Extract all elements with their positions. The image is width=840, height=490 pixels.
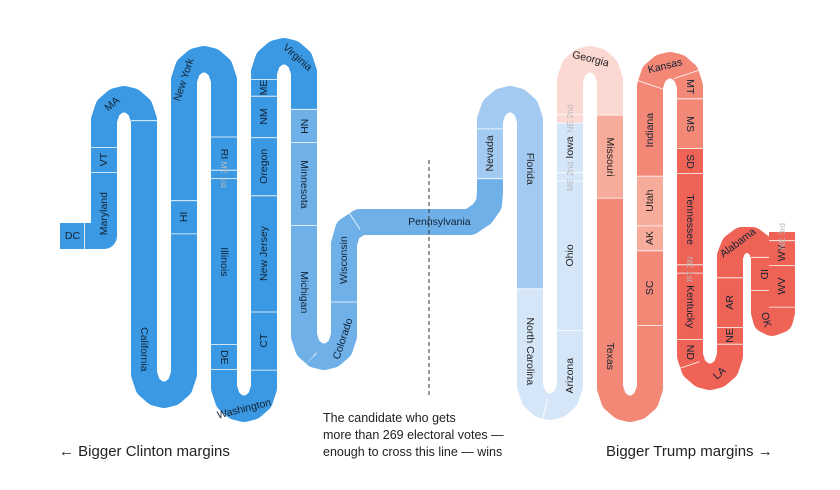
segment-michigan <box>291 225 325 365</box>
segment-pennsylvania <box>347 178 503 235</box>
threshold-note-line-3: enough to cross this line — wins <box>323 445 503 459</box>
label-north-carolina: North Carolina <box>524 318 536 386</box>
label-california: California <box>138 327 150 372</box>
segment-arizona <box>537 330 583 420</box>
segment-washington <box>211 369 277 422</box>
label-wisconsin: Wisconsin <box>338 236 350 284</box>
label-iowa: Iowa <box>564 136 576 158</box>
segment-florida <box>477 86 543 290</box>
segment-north-carolina <box>517 289 555 419</box>
trump-axis-caption: Bigger Trump margins → <box>606 443 773 460</box>
label-ohio: Ohio <box>564 244 576 266</box>
label-ms: MS <box>684 116 696 132</box>
label-nd: ND <box>684 345 696 361</box>
label-texas: Texas <box>604 342 616 369</box>
label-new-jersey: New Jersey <box>258 225 270 281</box>
label-ak: AK <box>644 231 656 245</box>
segment-nd <box>677 339 706 369</box>
segment-alabama <box>717 227 777 278</box>
label-arizona: Arizona <box>564 358 576 394</box>
label-missouri: Missouri <box>604 137 616 176</box>
label-me-1st: ME 1st <box>219 161 229 188</box>
label-pennsylvania: Pennsylvania <box>408 216 471 228</box>
segment-maryland <box>84 172 117 249</box>
label-de: DE <box>218 350 230 365</box>
segment-virginia <box>251 38 317 110</box>
label-nevada: Nevada <box>484 135 496 171</box>
label-oregon: Oregon <box>258 149 270 184</box>
label-id: ID <box>758 269 770 280</box>
label-sd: SD <box>684 154 696 169</box>
label-tennessee: Tennessee <box>684 194 696 245</box>
segment-texas <box>597 198 663 422</box>
label-dc: DC <box>65 230 81 242</box>
label-ct: CT <box>258 333 270 348</box>
label-sc: SC <box>644 280 656 295</box>
label-mt: MT <box>684 79 696 95</box>
segment-georgia <box>557 46 623 116</box>
label-vt: VT <box>98 152 110 166</box>
label-ne-1st: NE 1st <box>685 257 695 283</box>
label-hi: HI <box>178 212 190 223</box>
label-wv: WV <box>776 278 788 295</box>
segment-ok <box>751 290 795 336</box>
label-kentucky: Kentucky <box>684 285 696 329</box>
segment-la <box>680 343 743 390</box>
segment-new-york <box>171 46 237 201</box>
label-ne-3rd: NE 3rd <box>777 223 787 250</box>
threshold-annotation: The candidate who gets more than 269 ele… <box>323 410 553 461</box>
segment-colorado <box>303 301 357 370</box>
threshold-note-line-2: more than 269 electoral votes — <box>323 428 504 442</box>
segment-wisconsin <box>331 213 365 302</box>
label-ne-2nd: NE 2nd <box>565 104 575 133</box>
label-ok: OK <box>758 311 773 329</box>
label-me-2nd: ME 2nd <box>565 162 575 192</box>
label-ar: AR <box>724 295 736 310</box>
label-utah: Utah <box>644 189 656 211</box>
threshold-note-line-1: The candidate who gets <box>323 411 456 425</box>
label-nh: NH <box>298 119 310 134</box>
label-indiana: Indiana <box>644 113 656 148</box>
segment-mt <box>673 70 703 100</box>
label-michigan: Michigan <box>298 271 310 313</box>
label-ne: NE <box>724 328 736 343</box>
segment-kansas <box>638 52 699 89</box>
label-florida: Florida <box>524 153 536 185</box>
label-illinois: Illinois <box>218 247 230 276</box>
clinton-axis-caption: ← Bigger Clinton margins <box>59 443 230 460</box>
segment-california <box>131 121 197 408</box>
label-maryland: Maryland <box>98 192 110 235</box>
label-me: ME <box>258 80 270 96</box>
label-wy: WY <box>776 244 788 261</box>
label-nm: NM <box>258 108 270 124</box>
segment-ma <box>91 86 157 148</box>
label-minnesota: Minnesota <box>298 160 310 209</box>
label-ri: RI <box>218 149 230 160</box>
